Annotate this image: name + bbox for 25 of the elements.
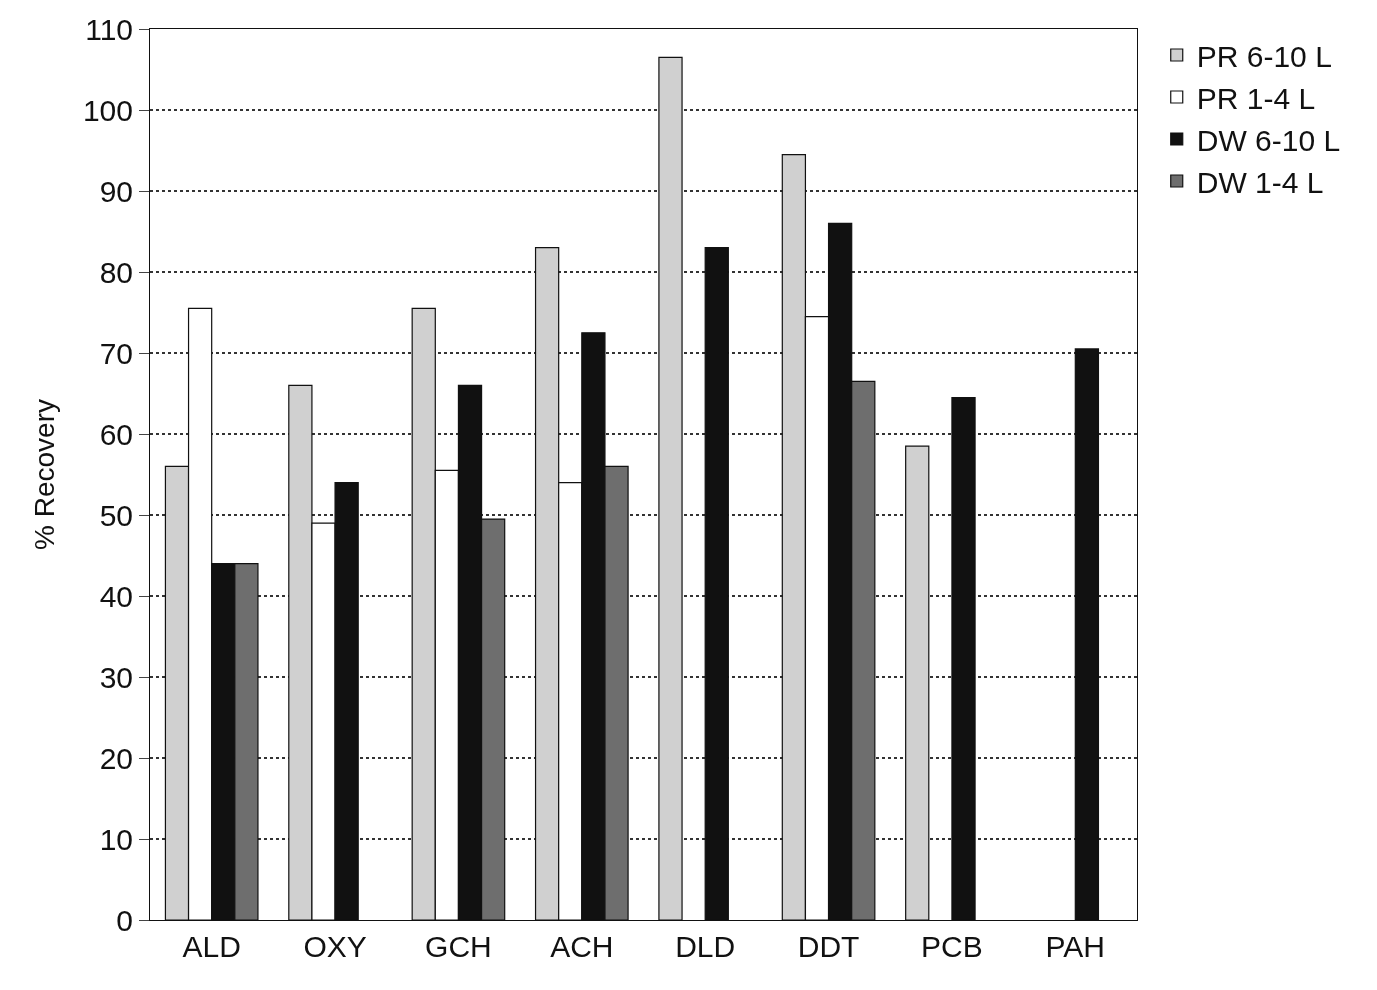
y-tick-label: 40	[99, 579, 133, 613]
y-tick-label: 20	[99, 741, 133, 775]
y-tick-label: 50	[99, 498, 133, 532]
y-tick-label: 70	[99, 336, 133, 370]
x-tick-label: ACH	[550, 930, 614, 963]
y-tick-label: 0	[116, 903, 133, 937]
y-tick-label: 10	[99, 822, 133, 856]
x-tick-label: PCB	[921, 930, 983, 963]
x-tick-label: ALD	[182, 930, 241, 963]
x-tick-label: DDT	[797, 930, 860, 963]
y-tick-label: 90	[99, 174, 133, 208]
y-tick-label: 60	[99, 417, 133, 451]
y-tick-label: 80	[99, 255, 133, 289]
x-tick-label: OXY	[303, 930, 367, 963]
legend-label: PR 6-10 L	[1196, 39, 1332, 73]
legend-label: DW 6-10 L	[1196, 123, 1341, 157]
legend-label: DW 1-4 L	[1196, 165, 1324, 199]
x-tick-label: PAH	[1045, 930, 1106, 963]
y-tick-label: 30	[99, 660, 133, 694]
legend-label: PR 1-4 L	[1196, 81, 1316, 115]
x-tick-label: DLD	[675, 930, 736, 963]
y-tick-label: 110	[85, 12, 133, 46]
y-tick-label: 100	[82, 93, 133, 127]
y-axis-title: % Recovery	[28, 399, 60, 550]
x-tick-label: GCH	[425, 930, 492, 963]
